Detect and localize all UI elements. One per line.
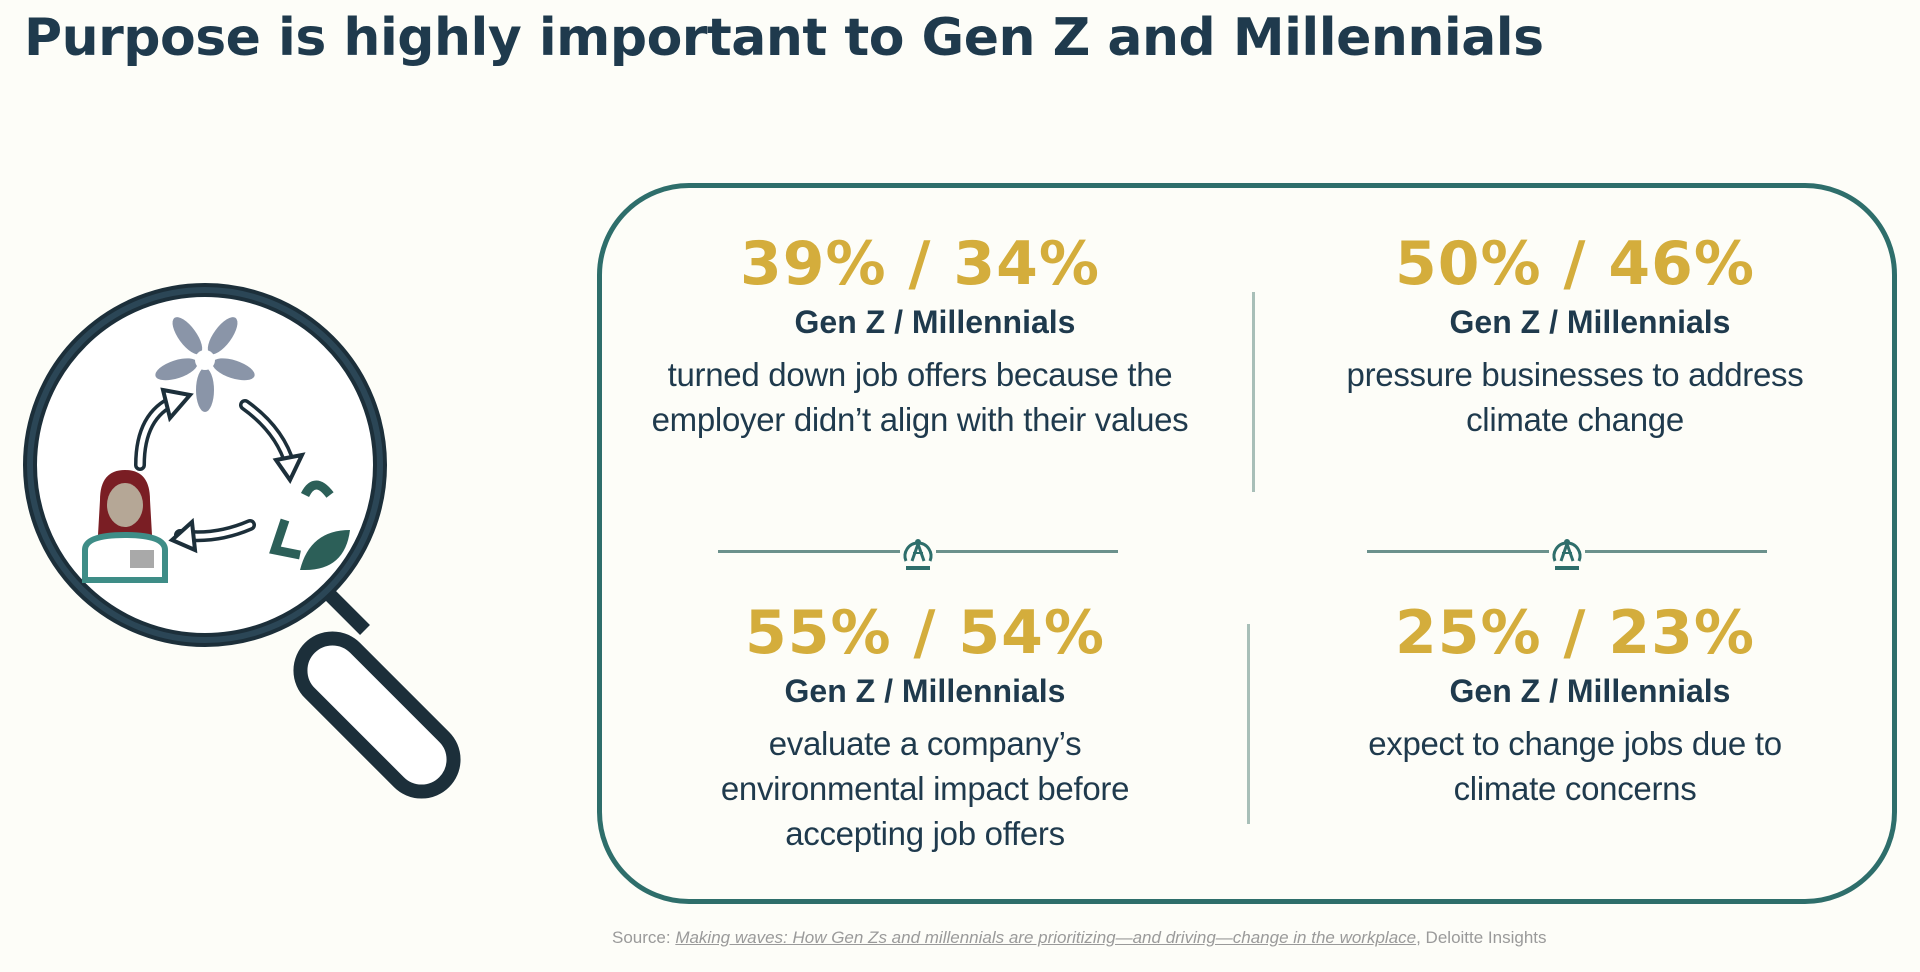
compass-icon xyxy=(900,539,936,570)
source-citation: Source: Making waves: How Gen Zs and mil… xyxy=(612,928,1547,948)
stat-value: 50% / 46% xyxy=(1395,229,1755,299)
magnifying-glass-illustration xyxy=(23,283,461,799)
source-prefix: Source: xyxy=(612,928,676,947)
source-suffix: , Deloitte Insights xyxy=(1416,928,1547,947)
stat-label: Gen Z / Millennials xyxy=(1449,304,1731,340)
page-title: Purpose is highly important to Gen Z and… xyxy=(24,8,1544,68)
recycle-leaf-icon xyxy=(269,480,334,560)
stat-label: Gen Z / Millennials xyxy=(784,673,1066,709)
stat-description: evaluate a company’s environmental impac… xyxy=(720,725,1130,852)
employee-badge-icon xyxy=(82,470,168,583)
stat-description: pressure businesses to address climate c… xyxy=(1346,356,1804,438)
stat-description: turned down job offers because the emplo… xyxy=(651,356,1189,438)
stat-value: 39% / 34% xyxy=(740,229,1100,299)
stats-card xyxy=(597,183,1897,904)
stat-value: 25% / 23% xyxy=(1395,598,1755,668)
vertical-divider-top xyxy=(1252,292,1255,492)
stat-pressure-businesses: 50% / 46% Gen Z / Millennials pressure b… xyxy=(1295,228,1855,442)
vertical-divider-bottom xyxy=(1247,624,1250,824)
leaf-icon xyxy=(300,530,350,570)
stat-label: Gen Z / Millennials xyxy=(794,304,1076,340)
stat-evaluate-impact: 55% / 54% Gen Z / Millennials evaluate a… xyxy=(645,597,1205,856)
stat-value: 55% / 54% xyxy=(745,598,1105,668)
source-link[interactable]: Making waves: How Gen Zs and millennials… xyxy=(675,928,1417,947)
stat-label: Gen Z / Millennials xyxy=(1449,673,1731,709)
stat-change-jobs: 25% / 23% Gen Z / Millennials expect to … xyxy=(1295,597,1855,811)
stat-turned-down-offers: 39% / 34% Gen Z / Millennials turned dow… xyxy=(640,228,1200,442)
stat-description: expect to change jobs due to climate con… xyxy=(1368,725,1782,807)
hands-together-icon xyxy=(155,317,255,412)
compass-icon xyxy=(1549,539,1585,570)
